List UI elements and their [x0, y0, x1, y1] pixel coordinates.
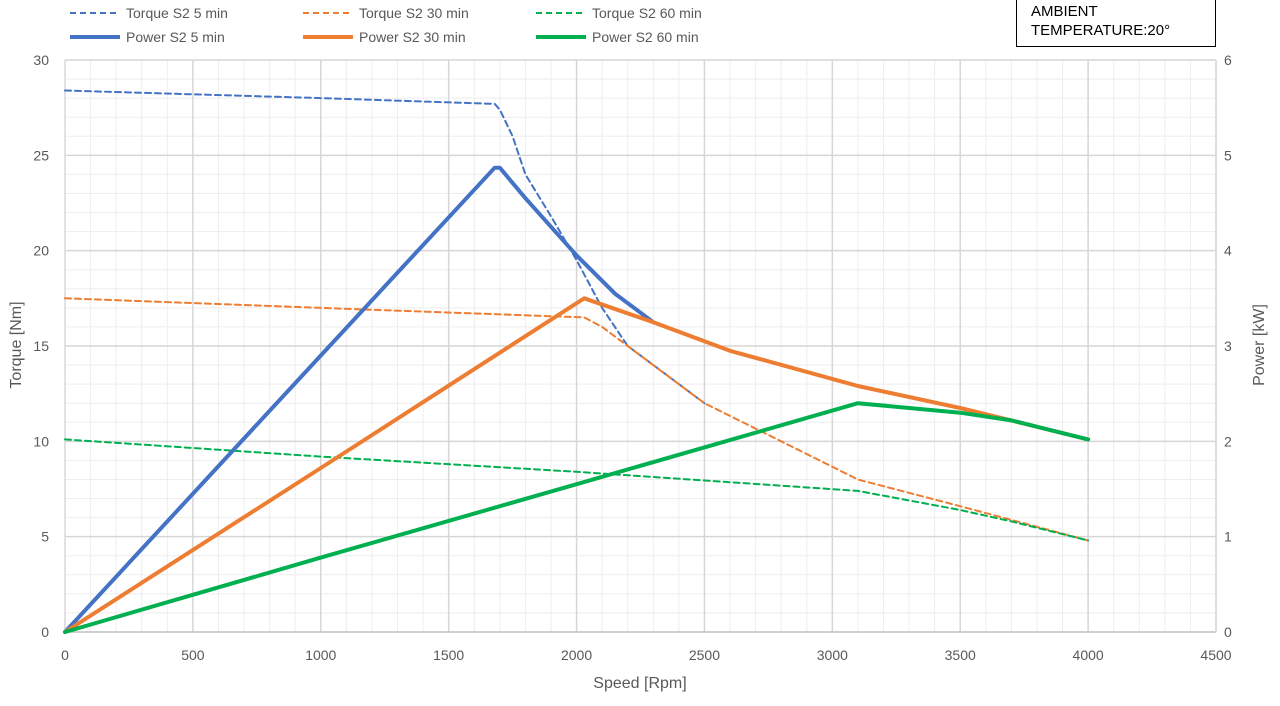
- ambient-temperature-note: AMBIENT TEMPERATURE:20°: [1016, 0, 1216, 47]
- series-line-power-s2-5-min: [63, 165, 656, 634]
- series-line-torque-s2-5-min: [64, 89, 706, 405]
- y-tick-label: 0: [41, 624, 49, 640]
- legend-label: Torque S2 30 min: [359, 5, 469, 21]
- tick-labels: 0 500 1000 1500 2000 2500 3000 3500 4000 45000510…: [33, 52, 1232, 663]
- x-tick-label: 500: [181, 647, 205, 663]
- legend-label: Torque S2 5 min: [126, 5, 228, 21]
- y2-tick-label: 3: [1224, 338, 1232, 354]
- series-line-torque-s2-30-min: [64, 297, 1090, 542]
- y-tick-label: 20: [33, 243, 49, 259]
- y2-tick-label: 4: [1224, 243, 1232, 259]
- y2-tick-label: 5: [1224, 147, 1232, 163]
- y-tick-label: 30: [33, 52, 49, 68]
- x-tick-label: 2500: [689, 647, 720, 663]
- legend-label: Power S2 5 min: [126, 29, 225, 45]
- legend-item-power-s2-5-min: Power S2 5 min: [70, 29, 225, 45]
- major-gridlines: [65, 59, 1217, 632]
- legend-item-torque-s2-60-min: Torque S2 60 min: [536, 5, 702, 21]
- y-tick-label: 5: [41, 529, 49, 545]
- legend-label: Power S2 60 min: [592, 29, 699, 45]
- y2-tick-label: 6: [1224, 52, 1232, 68]
- axes: [64, 60, 1217, 633]
- x-tick-label: 3500: [945, 647, 976, 663]
- series-line-power-s2-60-min: [63, 401, 1091, 634]
- legend: Torque S2 5 min Torque S2 30 min Torque S2…: [70, 5, 702, 45]
- y2-tick-label: 0: [1224, 624, 1232, 640]
- x-tick-label: 1000: [305, 647, 336, 663]
- x-tick-label: 4000: [1073, 647, 1104, 663]
- x-tick-label: 0: [61, 647, 69, 663]
- legend-item-torque-s2-30-min: Torque S2 30 min: [303, 5, 469, 21]
- note-line-1: AMBIENT: [1031, 3, 1098, 20]
- y-tick-label: 15: [33, 338, 49, 354]
- x-axis-title: Speed [Rpm]: [593, 675, 686, 692]
- x-tick-label: 3000: [817, 647, 848, 663]
- y2-axis-title: Power [kW]: [1251, 304, 1268, 386]
- legend-label: Torque S2 60 min: [592, 5, 702, 21]
- y-tick-label: 10: [33, 433, 49, 449]
- x-tick-label: 2000: [561, 647, 592, 663]
- legend-item-torque-s2-5-min: Torque S2 5 min: [70, 5, 228, 21]
- legend-label: Power S2 30 min: [359, 29, 466, 45]
- x-tick-label: 1500: [433, 647, 464, 663]
- y-tick-label: 25: [33, 147, 49, 163]
- y2-tick-label: 2: [1224, 433, 1232, 449]
- legend-item-power-s2-60-min: Power S2 60 min: [536, 29, 699, 45]
- x-tick-label: 4500: [1200, 647, 1231, 663]
- note-line-2: TEMPERATURE:20°: [1031, 22, 1171, 39]
- legend-item-power-s2-30-min: Power S2 30 min: [303, 29, 466, 45]
- y2-tick-label: 1: [1224, 529, 1232, 545]
- series-lines: [63, 89, 1091, 634]
- series-line-torque-s2-60-min: [64, 438, 1090, 542]
- y-axis-title: Torque [Nm]: [8, 301, 25, 388]
